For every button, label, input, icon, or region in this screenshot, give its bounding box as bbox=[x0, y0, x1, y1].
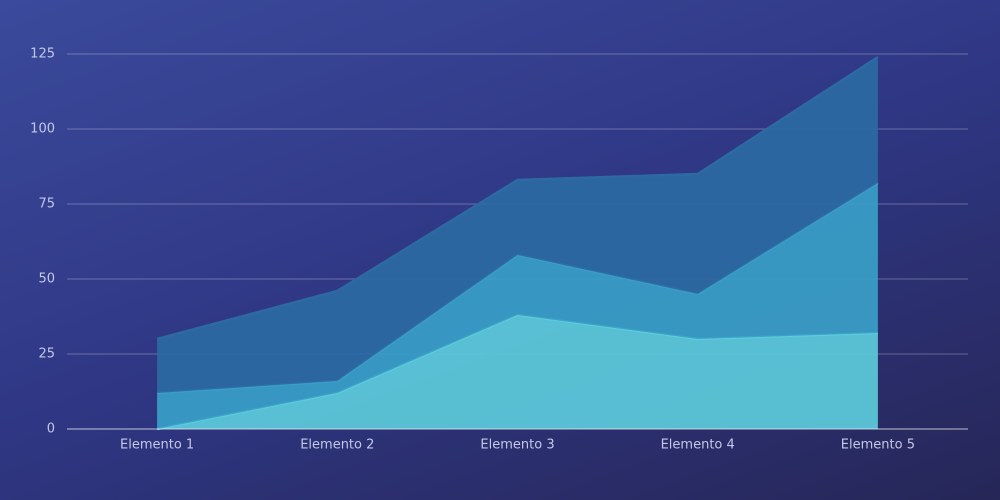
x-tick-label: Elemento 2 bbox=[300, 438, 374, 453]
x-tick-label: Elemento 1 bbox=[120, 438, 194, 453]
area bbox=[157, 315, 878, 429]
x-tick-label: Elemento 4 bbox=[661, 438, 735, 453]
y-tick-label: 100 bbox=[30, 122, 55, 137]
y-tick-label: 125 bbox=[30, 47, 55, 62]
x-tick-label: Elemento 5 bbox=[841, 438, 915, 453]
area bbox=[157, 183, 878, 429]
area bbox=[157, 57, 878, 393]
y-tick-label: 50 bbox=[38, 272, 55, 287]
y-tick-label: 25 bbox=[38, 347, 55, 362]
area-edge bbox=[156, 55, 879, 341]
y-tick-label: 0 bbox=[47, 422, 55, 437]
y-tick-label: 75 bbox=[38, 197, 55, 212]
x-tick-label: Elemento 3 bbox=[480, 438, 554, 453]
